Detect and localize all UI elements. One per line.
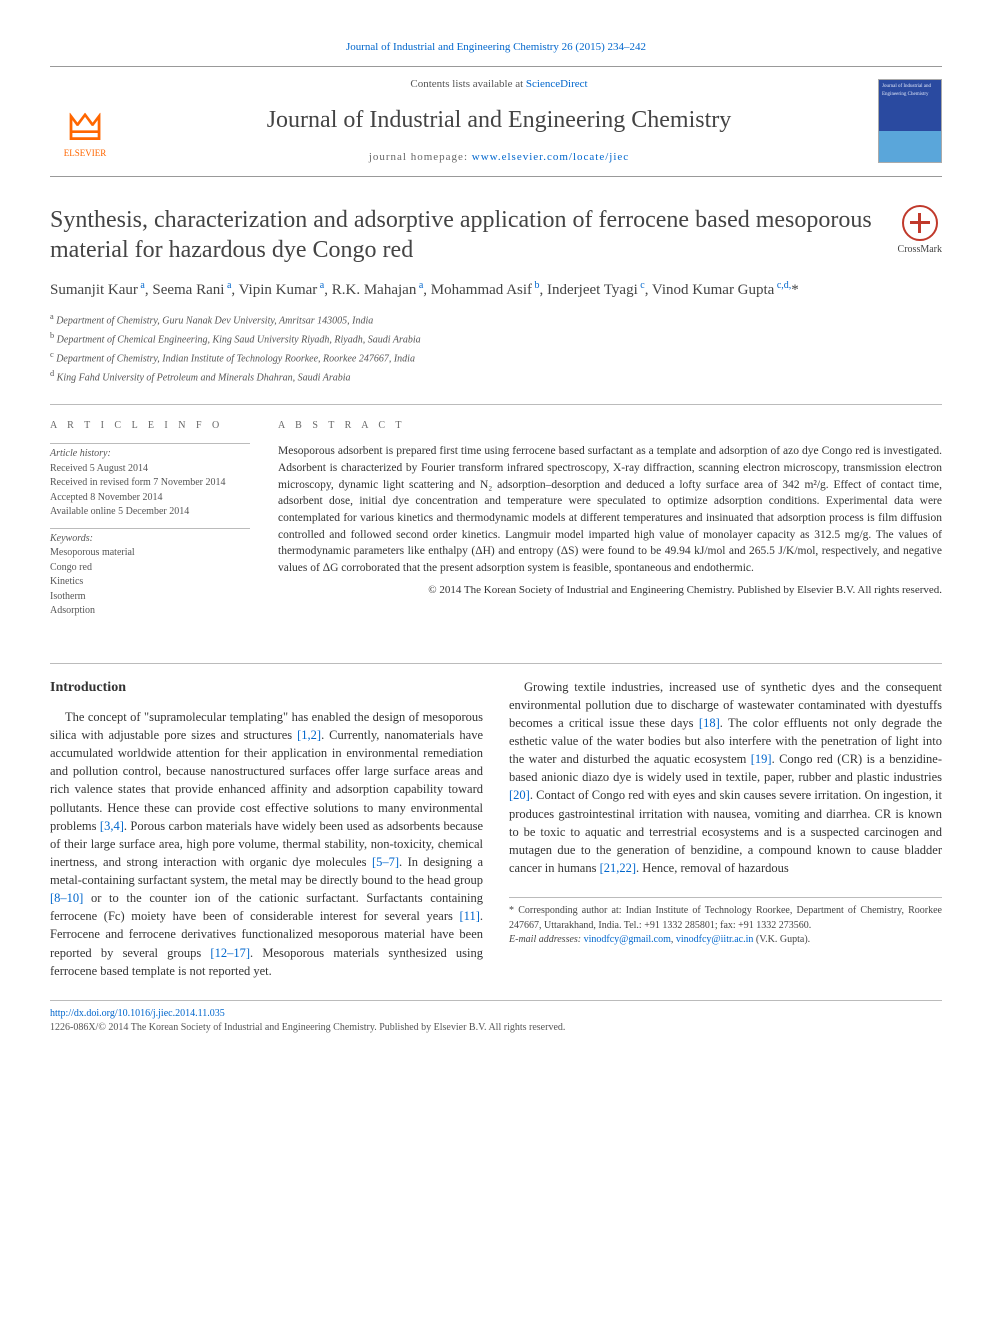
article-title: Synthesis, characterization and adsorpti… — [50, 205, 882, 265]
citation-link[interactable]: Journal of Industrial and Engineering Ch… — [346, 41, 646, 53]
abstract: A B S T R A C T Mesoporous adsorbent is … — [278, 419, 942, 627]
journal-cover-thumbnail: Journal of Industrial and Engineering Ch… — [878, 79, 942, 163]
crossmark-badge[interactable]: CrossMark — [898, 205, 942, 258]
ref-link[interactable]: [21,22] — [600, 861, 636, 875]
citation-line: Journal of Industrial and Engineering Ch… — [50, 40, 942, 56]
article-info: A R T I C L E I N F O Article history: R… — [50, 419, 250, 627]
elsevier-label: ELSEVIER — [64, 147, 107, 160]
ref-link[interactable]: [11] — [460, 909, 480, 923]
ref-link[interactable]: [3,4] — [100, 819, 124, 833]
affiliation-line: c Department of Chemistry, Indian Instit… — [50, 349, 942, 367]
issn-copyright: 1226-086X/© 2014 The Korean Society of I… — [50, 1022, 565, 1033]
keyword-line: Mesoporous material — [50, 546, 250, 561]
body-text: . Currently, nanomaterials have accumula… — [50, 728, 483, 833]
elsevier-logo: 🜲 ELSEVIER — [50, 82, 120, 160]
journal-name: Journal of Industrial and Engineering Ch… — [134, 103, 864, 138]
intro-heading: Introduction — [50, 678, 483, 698]
keyword-line: Isotherm — [50, 590, 250, 605]
ref-link[interactable]: [20] — [509, 788, 530, 802]
homepage-line: journal homepage: www.elsevier.com/locat… — [134, 150, 864, 166]
intro-para-2: Growing textile industries, increased us… — [509, 678, 942, 877]
keyword-line: Congo red — [50, 561, 250, 576]
page-footer: http://dx.doi.org/10.1016/j.jiec.2014.11… — [50, 1000, 942, 1036]
affiliation-line: b Department of Chemical Engineering, Ki… — [50, 330, 942, 348]
homepage-prefix: journal homepage: — [369, 151, 472, 163]
sciencedirect-link[interactable]: ScienceDirect — [526, 78, 588, 90]
keyword-line: Kinetics — [50, 575, 250, 590]
keywords-block: Keywords: Mesoporous materialCongo redKi… — [50, 528, 250, 619]
info-abstract-row: A R T I C L E I N F O Article history: R… — [50, 419, 942, 627]
ref-link[interactable]: [18] — [699, 716, 720, 730]
body-columns: Introduction The concept of "supramolecu… — [50, 678, 942, 980]
article-history: Article history: Received 5 August 2014R… — [50, 443, 250, 520]
crossmark-icon — [902, 205, 938, 241]
article-info-heading: A R T I C L E I N F O — [50, 419, 250, 434]
email-tail: (V.K. Gupta). — [753, 934, 810, 945]
affiliation-line: a Department of Chemistry, Guru Nanak De… — [50, 311, 942, 329]
authors-line: Sumanjit Kaur a, Seema Rani a, Vipin Kum… — [50, 279, 942, 302]
intro-para-1: The concept of "supramolecular templatin… — [50, 708, 483, 980]
body-text: . Hence, removal of hazardous — [636, 861, 789, 875]
corr-text: Corresponding author at: Indian Institut… — [509, 905, 942, 931]
history-line: Received in revised form 7 November 2014 — [50, 476, 250, 491]
body-text: or to the counter ion of the cationic su… — [50, 891, 483, 923]
header-text: Contents lists available at ScienceDirec… — [134, 77, 864, 166]
contents-prefix: Contents lists available at — [410, 78, 525, 90]
ref-link[interactable]: [1,2] — [297, 728, 321, 742]
corr-star: * — [509, 905, 514, 916]
history-head: Article history: — [50, 443, 250, 462]
affiliations: a Department of Chemistry, Guru Nanak De… — [50, 311, 942, 385]
ref-link[interactable]: [19] — [751, 752, 772, 766]
email-link[interactable]: vinodfcy@gmail.com — [584, 934, 671, 945]
crossmark-label: CrossMark — [898, 243, 942, 258]
history-line: Accepted 8 November 2014 — [50, 491, 250, 506]
title-row: Synthesis, characterization and adsorpti… — [50, 205, 942, 265]
doi-link[interactable]: http://dx.doi.org/10.1016/j.jiec.2014.11… — [50, 1008, 225, 1019]
affiliation-line: d King Fahd University of Petroleum and … — [50, 368, 942, 386]
corresponding-author-note: * Corresponding author at: Indian Instit… — [509, 897, 942, 948]
ref-link[interactable]: [8–10] — [50, 891, 83, 905]
abstract-copyright: © 2014 The Korean Society of Industrial … — [278, 583, 942, 599]
history-line: Available online 5 December 2014 — [50, 505, 250, 520]
publication-header: 🜲 ELSEVIER Contents lists available at S… — [50, 66, 942, 177]
email-link[interactable]: vinodfcy@iitr.ac.in — [676, 934, 754, 945]
section-rule — [50, 663, 942, 664]
keyword-line: Adsorption — [50, 604, 250, 619]
section-rule — [50, 404, 942, 405]
keywords-head: Keywords: — [50, 528, 250, 547]
contents-line: Contents lists available at ScienceDirec… — [134, 77, 864, 93]
elsevier-tree-icon: 🜲 — [68, 109, 103, 147]
ref-link[interactable]: [12–17] — [210, 946, 250, 960]
abstract-heading: A B S T R A C T — [278, 419, 942, 434]
ref-link[interactable]: [5–7] — [372, 855, 399, 869]
abstract-text: Mesoporous adsorbent is prepared first t… — [278, 443, 942, 576]
homepage-link[interactable]: www.elsevier.com/locate/jiec — [472, 151, 629, 163]
email-label: E-mail addresses: — [509, 934, 584, 945]
history-line: Received 5 August 2014 — [50, 462, 250, 477]
